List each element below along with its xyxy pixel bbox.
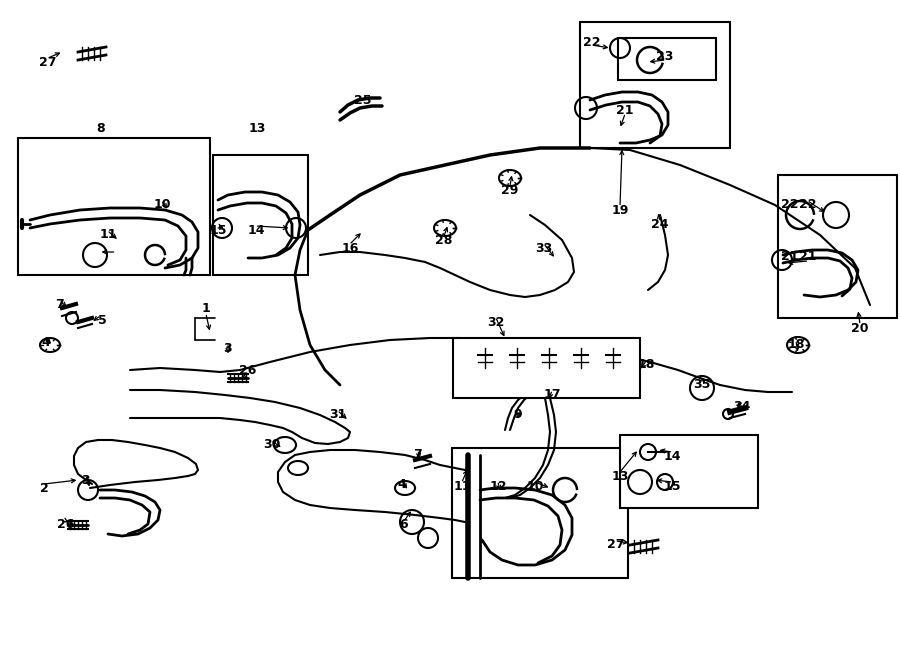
Text: 31: 31 <box>329 408 346 422</box>
Text: 24: 24 <box>652 219 669 231</box>
Text: 17: 17 <box>544 389 561 401</box>
Text: 21: 21 <box>799 251 817 264</box>
Text: 3: 3 <box>82 473 90 486</box>
Text: 1: 1 <box>202 301 211 315</box>
Text: 14: 14 <box>663 449 680 463</box>
Text: 35: 35 <box>693 379 711 391</box>
Text: 7: 7 <box>414 449 422 461</box>
Text: 26: 26 <box>58 518 75 531</box>
Bar <box>18 138 210 275</box>
Text: 18: 18 <box>637 358 654 371</box>
Text: 4: 4 <box>398 479 407 492</box>
Text: 2: 2 <box>40 481 49 494</box>
Text: 30: 30 <box>264 438 281 451</box>
Text: 4: 4 <box>41 336 50 348</box>
Text: 21: 21 <box>616 104 634 116</box>
Text: 12: 12 <box>490 479 507 492</box>
Bar <box>618 38 716 80</box>
Text: 28: 28 <box>436 233 453 247</box>
Text: 26: 26 <box>239 364 256 377</box>
Text: 22: 22 <box>799 198 817 212</box>
Text: 14: 14 <box>248 223 265 237</box>
Text: 32: 32 <box>487 315 505 329</box>
Text: 15: 15 <box>663 479 680 492</box>
Text: 5: 5 <box>97 313 106 327</box>
Text: 27: 27 <box>608 539 625 551</box>
Text: 29: 29 <box>501 184 518 196</box>
Text: 7: 7 <box>56 299 65 311</box>
Text: 18: 18 <box>788 338 805 352</box>
Bar <box>213 155 308 275</box>
Text: 8: 8 <box>96 122 105 134</box>
Bar <box>452 448 628 578</box>
Text: 16: 16 <box>341 241 359 254</box>
Text: 10: 10 <box>153 198 171 212</box>
Text: 20: 20 <box>851 321 868 334</box>
Text: 23: 23 <box>656 50 674 63</box>
Text: 25: 25 <box>355 93 372 106</box>
Text: 22: 22 <box>781 198 799 212</box>
Text: 6: 6 <box>400 518 409 531</box>
Text: 33: 33 <box>536 241 553 254</box>
Bar <box>580 22 730 148</box>
Text: 13: 13 <box>611 469 629 483</box>
Bar <box>778 175 897 318</box>
Bar <box>453 338 640 398</box>
Text: 3: 3 <box>224 342 232 354</box>
Text: 11: 11 <box>99 229 117 241</box>
Text: 15: 15 <box>209 223 227 237</box>
Text: 27: 27 <box>40 56 57 69</box>
Text: 34: 34 <box>734 399 751 412</box>
Text: 19: 19 <box>611 204 629 217</box>
Bar <box>620 435 758 508</box>
Text: 13: 13 <box>248 122 266 134</box>
Text: 11: 11 <box>454 479 471 492</box>
Text: 10: 10 <box>526 479 544 492</box>
Text: 9: 9 <box>514 408 522 422</box>
Text: 21: 21 <box>781 251 799 264</box>
Text: 22: 22 <box>583 36 601 48</box>
